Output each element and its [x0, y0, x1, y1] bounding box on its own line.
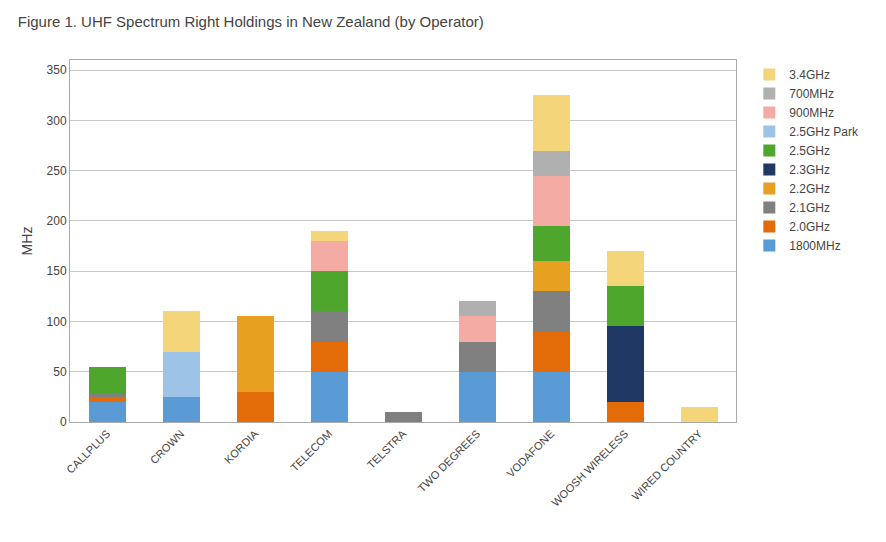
svg-text:700MHz: 700MHz — [789, 87, 834, 101]
svg-text:WOOSH WIRELESS: WOOSH WIRELESS — [549, 428, 630, 509]
svg-text:150: 150 — [47, 264, 67, 278]
svg-text:300: 300 — [47, 114, 67, 128]
svg-text:200: 200 — [47, 214, 67, 228]
svg-text:CALLPLUS: CALLPLUS — [64, 428, 112, 476]
svg-text:TELSTRA: TELSTRA — [365, 427, 409, 471]
svg-text:2.1GHz: 2.1GHz — [789, 201, 830, 215]
svg-text:2.0GHz: 2.0GHz — [789, 220, 830, 234]
svg-text:100: 100 — [47, 315, 67, 329]
svg-text:WIRED COUNTRY: WIRED COUNTRY — [629, 427, 704, 502]
svg-text:Figure 1. UHF Spectrum Right H: Figure 1. UHF Spectrum Right Holdings in… — [18, 13, 484, 30]
svg-text:350: 350 — [47, 63, 67, 77]
svg-text:900MHz: 900MHz — [789, 106, 834, 120]
svg-text:1800MHz: 1800MHz — [789, 239, 840, 253]
svg-text:250: 250 — [47, 164, 67, 178]
svg-text:MHz: MHz — [19, 227, 35, 256]
svg-text:2.3GHz: 2.3GHz — [789, 163, 830, 177]
svg-text:3.4GHz: 3.4GHz — [789, 68, 830, 82]
svg-text:TWO DEGREES: TWO DEGREES — [415, 428, 482, 495]
svg-text:2.5GHz Park: 2.5GHz Park — [789, 125, 859, 139]
svg-text:2.5GHz: 2.5GHz — [789, 144, 830, 158]
svg-text:50: 50 — [53, 365, 67, 379]
svg-text:0: 0 — [60, 415, 67, 429]
svg-text:KORDIA: KORDIA — [222, 427, 261, 466]
svg-text:VODAFONE: VODAFONE — [504, 428, 556, 480]
svg-text:TELECOM: TELECOM — [288, 428, 334, 474]
svg-text:CROWN: CROWN — [148, 427, 187, 466]
svg-text:2.2GHz: 2.2GHz — [789, 182, 830, 196]
